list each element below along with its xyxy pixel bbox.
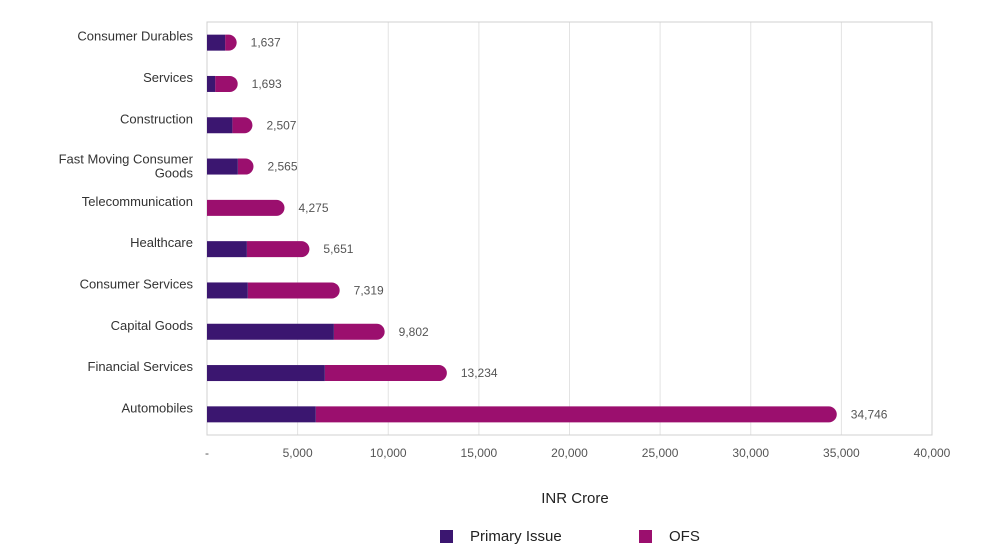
category-label: Capital Goods bbox=[111, 318, 194, 333]
data-label: 2,565 bbox=[267, 160, 297, 174]
legend-swatch bbox=[440, 530, 453, 543]
bar-primary-issue bbox=[207, 282, 248, 299]
data-labels: 1,637 1,693 2,507 2,565 4,275 5,651 7,319 9,802… bbox=[251, 36, 888, 422]
legend-label: OFS bbox=[669, 528, 700, 545]
x-tick-label: 5,000 bbox=[283, 446, 313, 460]
category-label: Automobiles bbox=[121, 400, 193, 415]
x-tick-label: 35,000 bbox=[823, 446, 860, 460]
x-tick-label: 30,000 bbox=[732, 446, 769, 460]
data-label: 34,746 bbox=[851, 407, 888, 421]
bar-primary-issue bbox=[207, 241, 247, 258]
bar-ofs bbox=[324, 365, 447, 382]
bar-primary-issue bbox=[207, 117, 233, 134]
x-tick-label: 20,000 bbox=[551, 446, 588, 460]
data-label: 1,637 bbox=[251, 36, 281, 50]
bar-group bbox=[207, 282, 340, 299]
category-label: Construction bbox=[120, 111, 193, 126]
bar-group bbox=[207, 34, 237, 51]
category-label: Fast Moving Consumer Goods bbox=[59, 152, 194, 181]
bar-ofs bbox=[232, 117, 253, 134]
bar-primary-issue bbox=[207, 323, 334, 340]
legend-label: Primary Issue bbox=[470, 528, 562, 545]
x-tick-label: - bbox=[205, 446, 209, 460]
category-label: Consumer Services bbox=[80, 276, 194, 291]
data-label: 1,693 bbox=[252, 77, 282, 91]
x-tick-labels: - 5,000 10,000 15,000 20,000 25,000 30,000 35,0… bbox=[205, 446, 951, 460]
data-label: 13,234 bbox=[461, 366, 498, 380]
legend-item: OFS bbox=[639, 528, 700, 545]
data-label: 7,319 bbox=[354, 283, 384, 297]
bar-primary-issue bbox=[207, 75, 216, 92]
legend-swatch bbox=[639, 530, 652, 543]
bar-group bbox=[207, 75, 238, 92]
x-tick-label: 40,000 bbox=[914, 446, 951, 460]
legend: Primary Issue OFS bbox=[440, 528, 700, 545]
data-label: 2,507 bbox=[266, 118, 296, 132]
category-labels: Consumer Durables Services Construction Fas… bbox=[59, 29, 194, 416]
x-axis-title: INR Crore bbox=[541, 490, 609, 507]
data-label: 4,275 bbox=[298, 201, 328, 215]
bar-group bbox=[207, 241, 310, 258]
plot-frame bbox=[206, 21, 933, 436]
bar-group bbox=[207, 365, 447, 382]
bar-ofs bbox=[225, 34, 237, 51]
category-label: Healthcare bbox=[130, 235, 193, 250]
x-tick-label: 10,000 bbox=[370, 446, 407, 460]
bar-group bbox=[207, 406, 837, 423]
bar-group bbox=[207, 323, 385, 340]
category-label: Services bbox=[143, 70, 193, 85]
bar-primary-issue bbox=[207, 406, 316, 423]
gridlines bbox=[297, 22, 842, 435]
category-label: Telecommunication bbox=[82, 194, 193, 209]
category-label: Consumer Durables bbox=[77, 29, 193, 44]
category-label: Financial Services bbox=[88, 359, 194, 374]
bar-group bbox=[207, 117, 253, 134]
data-label: 5,651 bbox=[323, 242, 353, 256]
bars bbox=[207, 34, 837, 423]
legend-item: Primary Issue bbox=[440, 528, 562, 545]
bar-ofs bbox=[246, 241, 310, 258]
bar-ofs bbox=[237, 158, 254, 175]
bar-ofs bbox=[215, 75, 238, 92]
bar-group bbox=[207, 158, 254, 175]
x-tick-label: 15,000 bbox=[461, 446, 498, 460]
bar-group bbox=[207, 199, 285, 216]
bar-primary-issue bbox=[207, 365, 325, 382]
bar-ofs bbox=[247, 282, 340, 299]
bar-primary-issue bbox=[207, 158, 238, 175]
data-label: 9,802 bbox=[399, 325, 429, 339]
x-tick-label: 25,000 bbox=[642, 446, 679, 460]
bar-ofs bbox=[315, 406, 837, 423]
bar-ofs bbox=[333, 323, 385, 340]
bar-ofs bbox=[207, 199, 285, 216]
bar-primary-issue bbox=[207, 34, 226, 51]
